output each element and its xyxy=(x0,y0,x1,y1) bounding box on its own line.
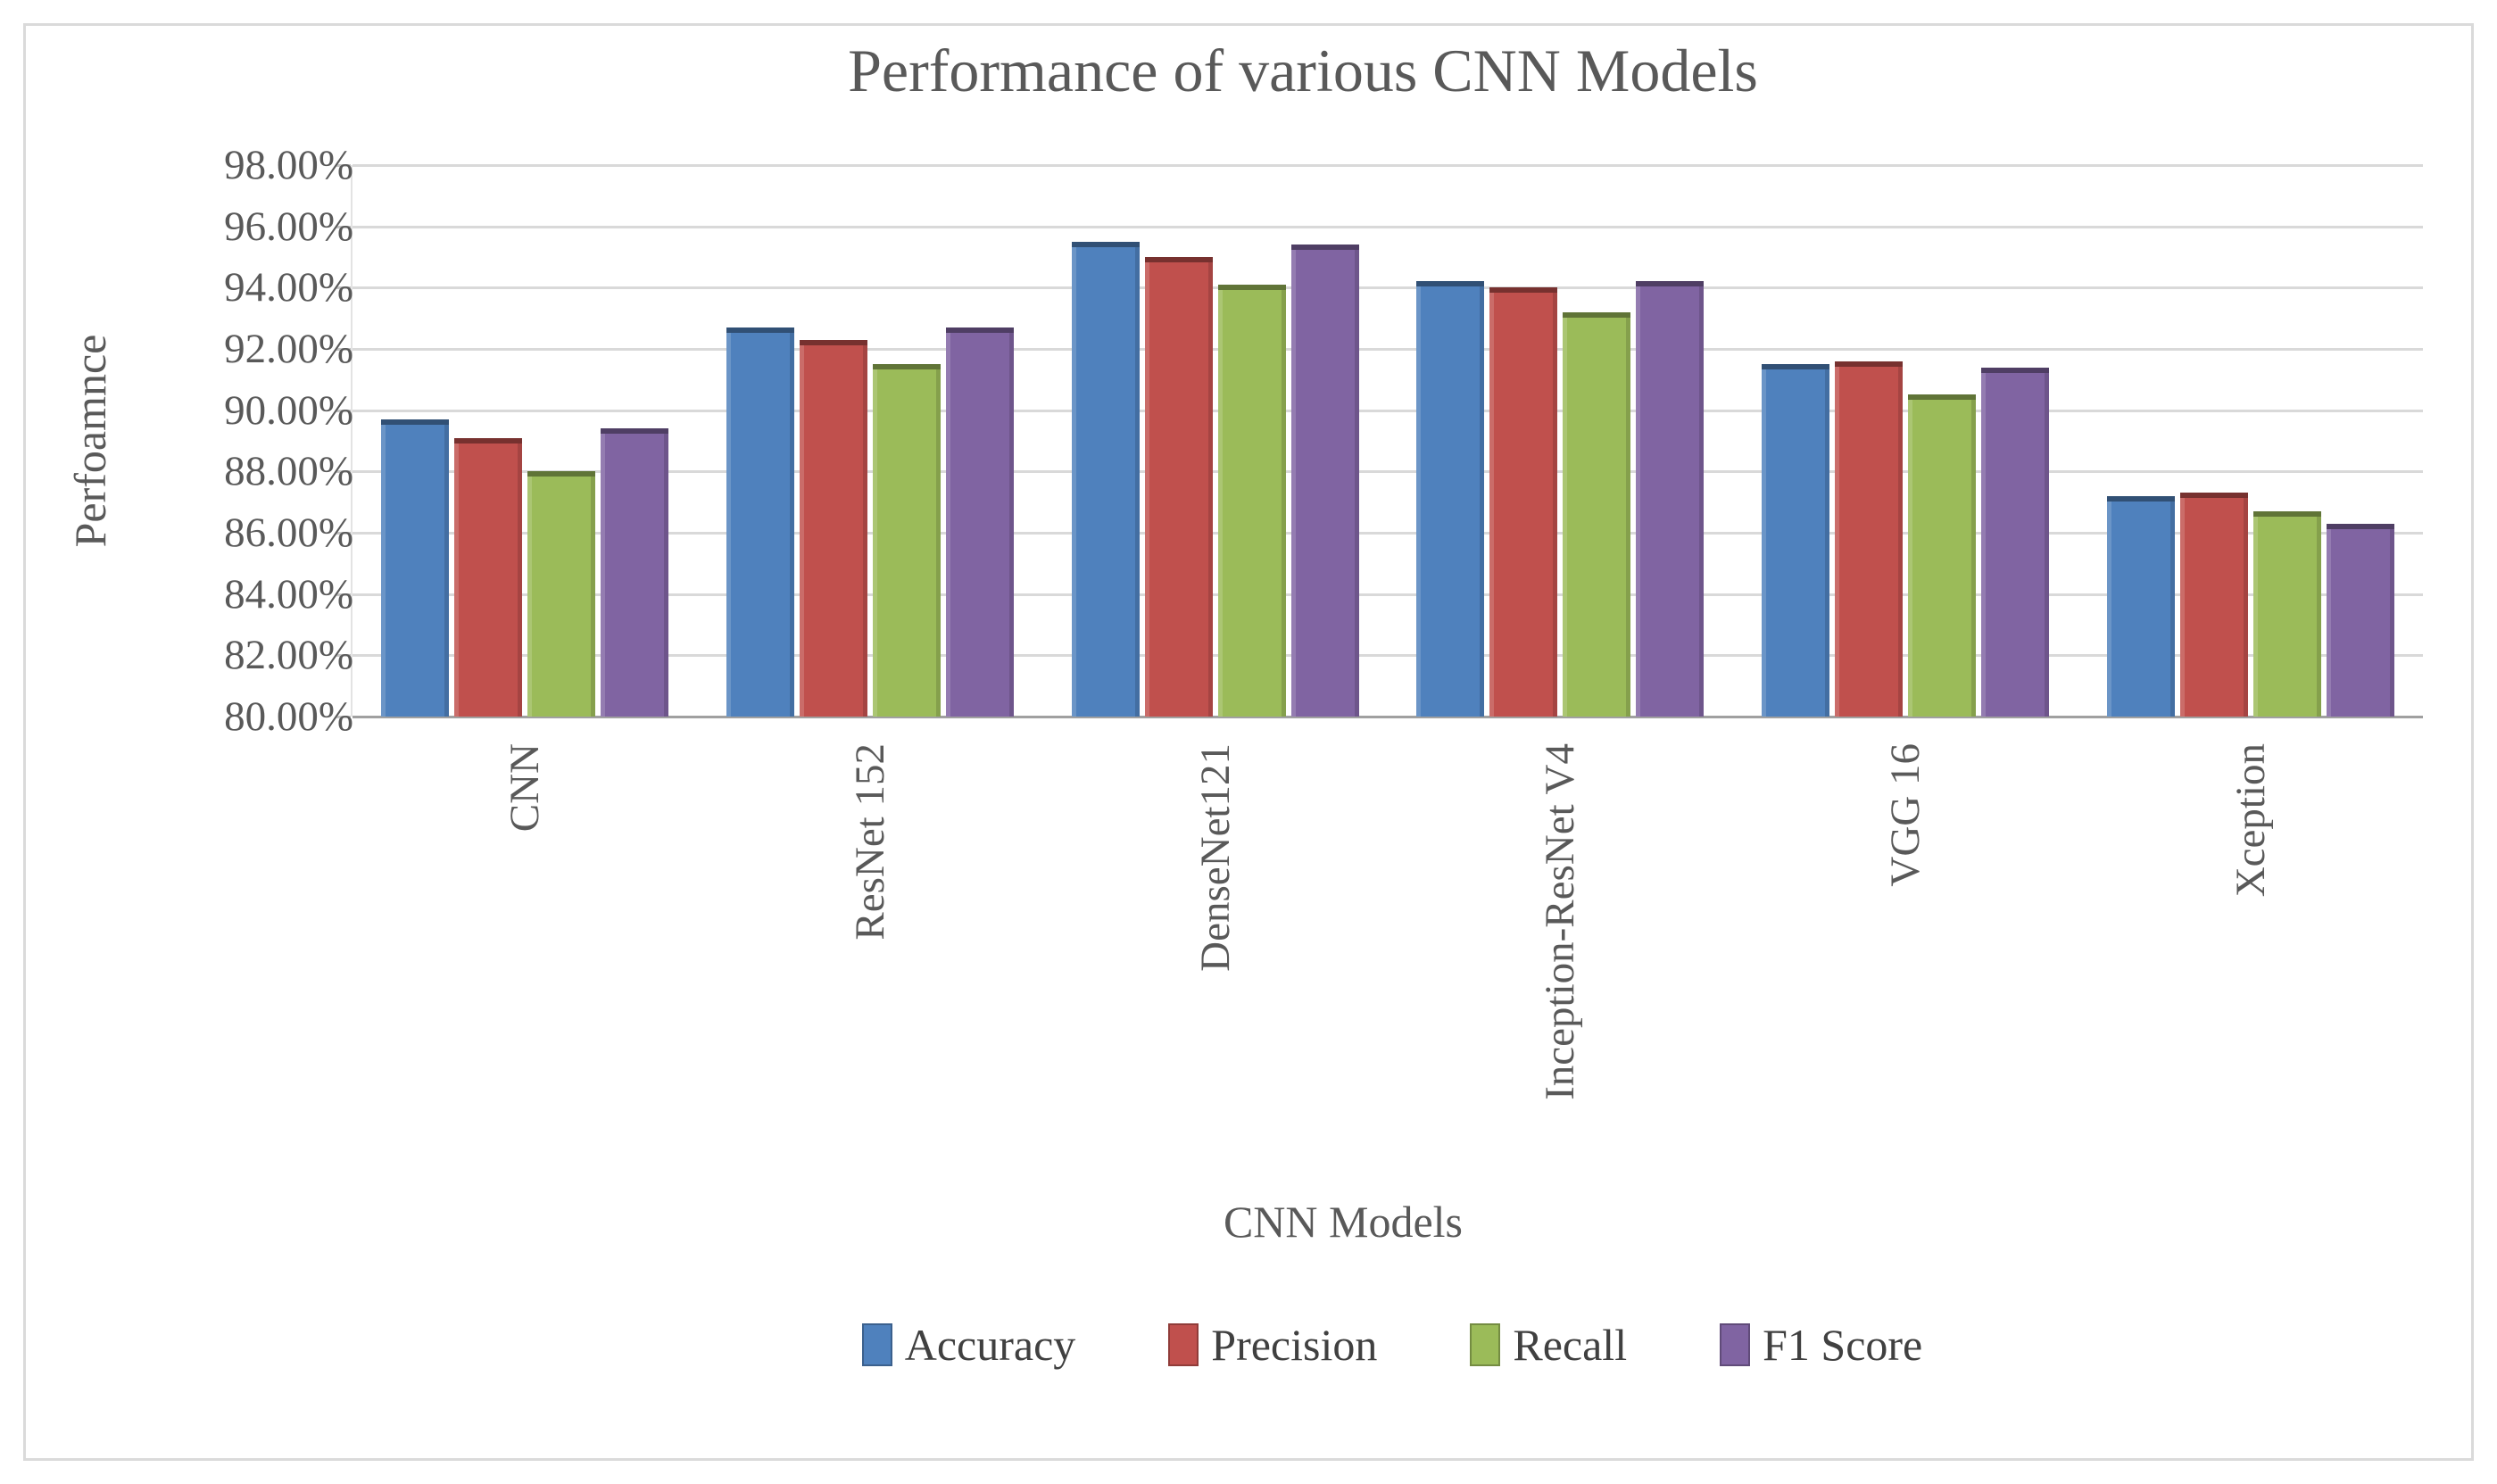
y-tick-label: 90.00% xyxy=(224,386,353,434)
bar-accuracy-vgg-16 xyxy=(1762,364,1829,717)
y-tick-label: 84.00% xyxy=(224,570,353,618)
bar-recall-xception xyxy=(2253,511,2321,717)
gridline-90.00% xyxy=(353,409,2423,412)
bar-recall-inception-resnet-v4 xyxy=(1563,312,1630,717)
legend: Accuracy Precision Recall F1 Score xyxy=(353,1319,2432,1371)
y-tick-mark xyxy=(336,654,351,658)
y-tick-mark xyxy=(336,470,351,474)
legend-item-recall: Recall xyxy=(1470,1319,1627,1371)
legend-item-precision: Precision xyxy=(1168,1319,1377,1371)
y-tick-label: 94.00% xyxy=(224,264,353,311)
plot-area xyxy=(336,164,2423,718)
bar-precision-cnn xyxy=(454,438,522,717)
gridline-80.00% xyxy=(353,716,2423,718)
y-tick-label: 82.00% xyxy=(224,632,353,679)
bar-f1-score-resnet-152 xyxy=(946,327,1014,717)
bar-recall-vgg-16 xyxy=(1908,394,1976,717)
y-tick-label: 88.00% xyxy=(224,448,353,495)
y-tick-mark xyxy=(336,532,351,535)
bar-accuracy-xception xyxy=(2107,496,2175,717)
bar-f1-score-densenet121 xyxy=(1291,245,1359,717)
category-label-resnet-152: ResNet 152 xyxy=(847,743,893,941)
bar-precision-inception-resnet-v4 xyxy=(1489,287,1557,717)
bar-precision-resnet-152 xyxy=(800,340,867,717)
bar-accuracy-cnn xyxy=(381,419,449,717)
bar-accuracy-resnet-152 xyxy=(726,327,794,717)
legend-label: Precision xyxy=(1211,1320,1378,1370)
gridline-98.00% xyxy=(353,164,2423,167)
category-label-cnn: CNN xyxy=(502,743,548,833)
gridline-96.00% xyxy=(353,225,2423,228)
bar-precision-vgg-16 xyxy=(1835,361,1903,717)
y-tick-mark xyxy=(336,593,351,596)
y-tick-label: 92.00% xyxy=(224,326,353,372)
gridline-92.00% xyxy=(353,348,2423,351)
bar-recall-resnet-152 xyxy=(873,364,941,717)
legend-label: F1 Score xyxy=(1763,1320,1923,1370)
chart-title: Performance of various CNN Models xyxy=(848,37,1758,104)
category-label-xception: Xception xyxy=(2227,743,2274,898)
bar-f1-score-inception-resnet-v4 xyxy=(1636,281,1704,717)
bar-f1-score-xception xyxy=(2327,524,2394,717)
y-tick-mark xyxy=(336,409,351,412)
gridline-94.00% xyxy=(353,286,2423,290)
gridline-84.00% xyxy=(353,593,2423,596)
y-tick-label: 80.00% xyxy=(224,693,353,740)
legend-item-accuracy: Accuracy xyxy=(861,1319,1076,1371)
y-tick-label: 96.00% xyxy=(224,203,353,250)
category-label-inception-resnet-v4: Inception-ResNet V4 xyxy=(1537,743,1583,1100)
legend-label: Accuracy xyxy=(904,1320,1076,1370)
legend-swatch-accuracy xyxy=(861,1323,892,1366)
category-label-densenet121: DenseNet121 xyxy=(1192,743,1239,972)
legend-label: Recall xyxy=(1513,1320,1628,1370)
category-label-vgg-16: VGG 16 xyxy=(1882,743,1929,887)
gridline-82.00% xyxy=(353,654,2423,658)
y-tick-mark xyxy=(336,164,351,167)
bar-precision-densenet121 xyxy=(1145,257,1213,717)
x-axis-title: CNN Models xyxy=(1223,1197,1464,1247)
legend-swatch-recall xyxy=(1470,1323,1501,1366)
bar-accuracy-densenet121 xyxy=(1072,242,1140,717)
legend-item-f1-score: F1 Score xyxy=(1720,1319,1922,1371)
y-tick-mark xyxy=(336,286,351,290)
bar-recall-cnn xyxy=(527,471,595,717)
legend-swatch-precision xyxy=(1168,1323,1199,1366)
y-axis-line xyxy=(351,165,353,717)
bar-precision-xception xyxy=(2180,493,2248,717)
legend-swatch-f1-score xyxy=(1720,1323,1751,1366)
gridline-88.00% xyxy=(353,470,2423,474)
gridline-86.00% xyxy=(353,532,2423,535)
bar-accuracy-inception-resnet-v4 xyxy=(1416,281,1484,717)
bar-f1-score-cnn xyxy=(601,428,668,717)
y-tick-label: 86.00% xyxy=(224,510,353,556)
y-tick-mark xyxy=(336,225,351,228)
y-tick-label: 98.00% xyxy=(224,142,353,188)
y-tick-mark xyxy=(336,716,351,718)
y-tick-mark xyxy=(336,348,351,351)
bar-f1-score-vgg-16 xyxy=(1981,368,2049,717)
bar-recall-densenet121 xyxy=(1218,285,1286,717)
